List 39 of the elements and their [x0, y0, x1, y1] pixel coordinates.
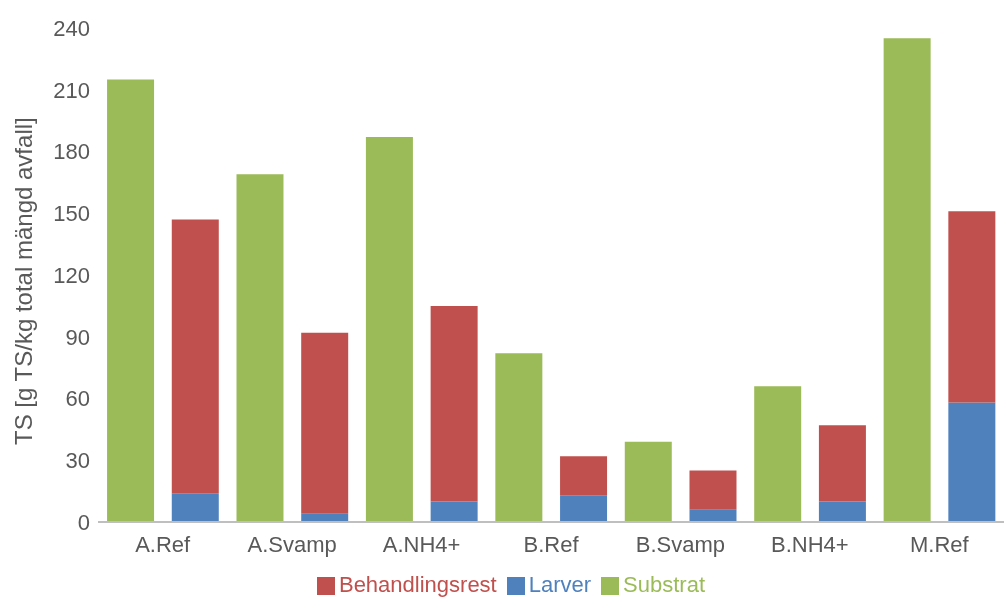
legend-label: Behandlingsrest: [338, 572, 497, 597]
bar: [883, 38, 931, 522]
x-tick-label: B.Svamp: [635, 532, 726, 557]
bar: [818, 425, 866, 502]
bar: [754, 386, 802, 522]
bar: [430, 305, 478, 502]
x-tick-label: M.Ref: [909, 532, 970, 557]
x-tick-label: B.NH4+: [771, 532, 849, 557]
bar: [171, 493, 219, 522]
x-tick-label: B.Ref: [523, 532, 580, 557]
y-tick-label: 30: [65, 448, 90, 474]
y-tick-label: 0: [77, 509, 90, 535]
bar: [818, 501, 866, 522]
x-tick-label: A.Svamp: [247, 532, 337, 557]
bar: [948, 402, 996, 522]
bar: [495, 353, 543, 522]
x-tick-label: A.Ref: [135, 532, 192, 557]
x-tick-label: A.NH4+: [382, 532, 461, 557]
bar: [689, 470, 737, 510]
bar: [624, 441, 672, 522]
y-tick-label: 210: [53, 77, 90, 103]
bar: [171, 219, 219, 494]
y-tick-label: 90: [65, 324, 90, 350]
y-tick-label: 60: [65, 386, 90, 412]
bar: [236, 174, 284, 522]
legend-label: Substrat: [623, 572, 706, 597]
bar: [948, 211, 996, 403]
bar: [107, 79, 155, 522]
y-tick-label: 150: [53, 201, 90, 227]
bar: [560, 495, 608, 522]
bar: [365, 137, 413, 522]
y-tick-label: 240: [53, 15, 90, 41]
y-tick-label: 120: [53, 262, 90, 288]
bar: [301, 332, 349, 514]
y-tick-label: 180: [53, 139, 90, 165]
bar: [560, 456, 608, 496]
legend-label: Larver: [528, 572, 592, 597]
y-axis-title: TS [g TS/kg total mängd avfall]: [9, 117, 37, 445]
bar: [430, 501, 478, 522]
